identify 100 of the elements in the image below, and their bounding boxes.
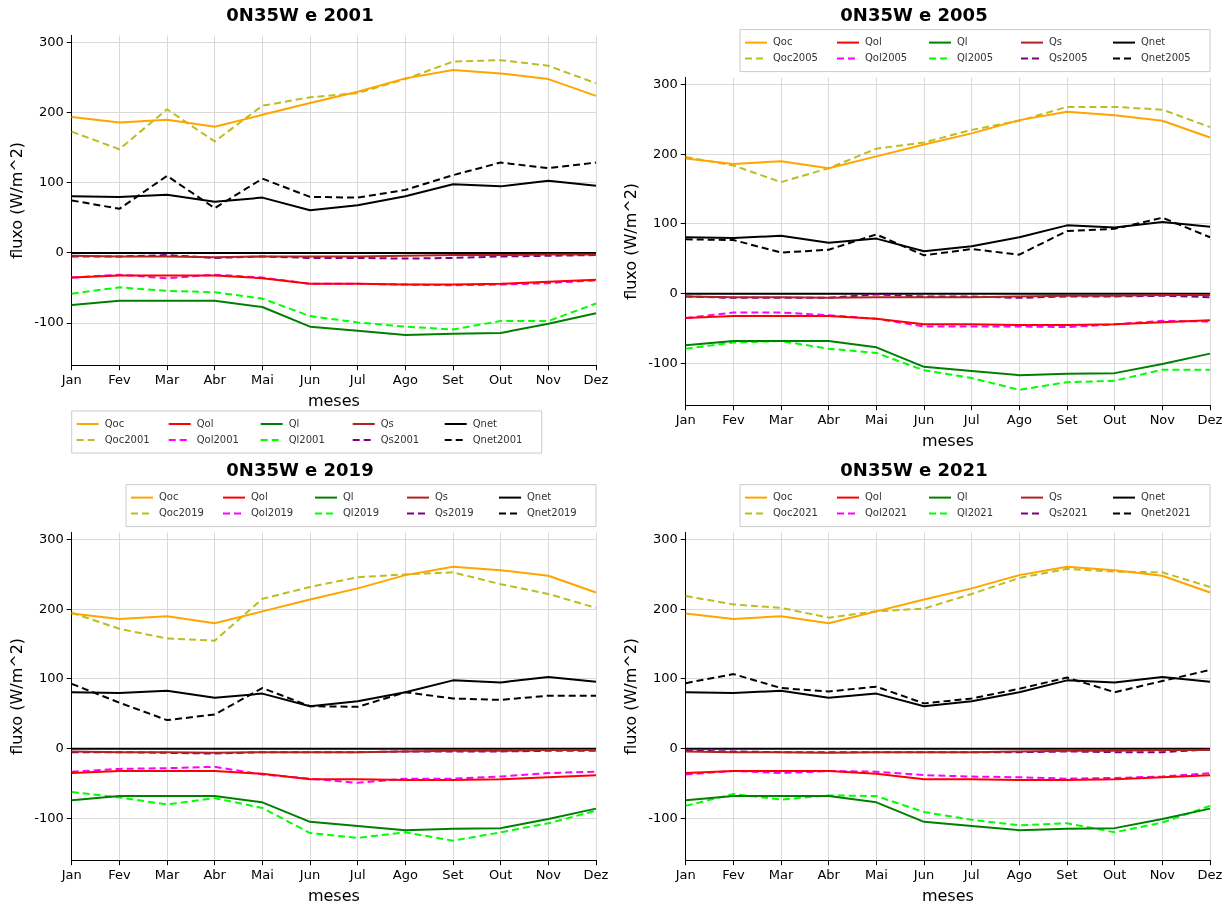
y-tick-label: 0	[669, 740, 678, 756]
x-tick-label: Jun	[912, 867, 935, 883]
x-tick-label: Jun	[298, 867, 321, 883]
x-tick-label: Mai	[250, 867, 274, 883]
legend-label: Qoc2021	[773, 507, 818, 519]
y-tick-label: 0	[55, 244, 64, 260]
legend-label: Ql	[343, 491, 354, 503]
y-tick-label: 100	[38, 174, 64, 190]
legend-label: Qol	[865, 36, 882, 48]
y-tick-label: 100	[652, 670, 678, 686]
legend-label: Ql	[288, 417, 300, 429]
y-tick-label: -100	[648, 354, 678, 370]
x-tick-label: Ago	[392, 372, 418, 388]
legend-label: Ql2019	[343, 507, 380, 519]
x-tick-label: Jan	[60, 867, 82, 883]
x-tick-label: Out	[1102, 412, 1127, 428]
y-tick-label: 200	[38, 600, 64, 616]
y-tick-label: 0	[55, 740, 64, 756]
x-tick-label: Jul	[962, 867, 980, 883]
legend-label: Ql	[957, 491, 968, 503]
legend-label: Ql2001	[288, 433, 325, 445]
x-tick-label: Ago	[392, 867, 418, 883]
legend-label: Qnet	[527, 491, 552, 503]
legend-label: Qs2021	[1049, 507, 1088, 519]
legend-label: Qol2001	[196, 433, 239, 445]
x-tick-label: Fev	[108, 372, 131, 388]
legend-label: Qs2019	[435, 507, 474, 519]
legend-label: Ql2005	[957, 52, 994, 64]
x-tick-label: Jul	[348, 372, 366, 388]
legend-label: Qol2021	[865, 507, 908, 519]
y-tick-label: 300	[38, 530, 64, 546]
x-tick-label: Dez	[1197, 867, 1223, 883]
y-tick-label: -100	[648, 809, 678, 825]
legend-label: Qs	[380, 417, 394, 429]
legend-label: Qnet2001	[472, 433, 523, 445]
legend-label: Qol2019	[251, 507, 294, 519]
legend-label: Qs2001	[380, 433, 420, 445]
x-tick-label: Abr	[203, 867, 227, 883]
legend-label: Qol	[251, 491, 268, 503]
y-axis-title: fluxo (W/m^2)	[6, 141, 26, 259]
x-tick-label: Mar	[768, 412, 794, 428]
x-tick-label: Out	[1102, 867, 1127, 883]
y-tick-label: 300	[38, 33, 64, 49]
x-tick-label: Jun	[298, 372, 321, 388]
x-tick-label: Abr	[203, 372, 227, 388]
x-tick-label: Abr	[817, 867, 841, 883]
x-axis-title: meses	[921, 885, 974, 905]
x-tick-label: Dez	[583, 867, 609, 883]
line-series	[684, 105, 1211, 184]
x-tick-label: Nov	[1149, 412, 1176, 428]
line-series	[70, 571, 597, 642]
line-series	[70, 286, 597, 331]
x-axis-title: meses	[921, 430, 974, 450]
legend-label: Qs	[1049, 36, 1063, 48]
legend-label: Qnet	[1141, 36, 1166, 48]
x-tick-label: Nov	[535, 372, 562, 388]
x-tick-label: Out	[488, 372, 513, 388]
y-tick-label: 200	[652, 600, 678, 616]
legend-label: Qoc	[159, 491, 179, 503]
x-axis-title: meses	[307, 390, 360, 410]
x-tick-label: Dez	[1197, 412, 1223, 428]
legend-label: Qoc	[773, 36, 793, 48]
x-tick-label: Mar	[768, 867, 794, 883]
y-axis-title: fluxo (W/m^2)	[620, 182, 640, 300]
line-series	[70, 765, 597, 784]
x-tick-label: Mai	[864, 867, 888, 883]
x-tick-label: Set	[442, 867, 464, 883]
legend-label: Qnet2005	[1141, 52, 1191, 64]
legend-label: Qs	[435, 491, 449, 503]
chart-title: 0N35W e 2001	[226, 4, 374, 26]
x-tick-label: Jan	[60, 372, 82, 388]
x-tick-label: Ago	[1006, 867, 1032, 883]
x-tick-label: Jun	[912, 412, 935, 428]
legend-label: Qnet2019	[527, 507, 577, 519]
x-axis-title: meses	[307, 885, 360, 905]
legend-label: Qnet	[1141, 491, 1166, 503]
x-tick-label: Fev	[722, 412, 745, 428]
y-tick-label: -100	[34, 809, 64, 825]
legend-label: Qol2005	[865, 52, 908, 64]
y-tick-label: 0	[669, 285, 678, 301]
x-tick-label: Nov	[1149, 867, 1176, 883]
x-tick-label: Set	[1056, 867, 1078, 883]
x-tick-label: Abr	[817, 412, 841, 428]
x-tick-label: Fev	[108, 867, 131, 883]
y-tick-label: 100	[652, 215, 678, 231]
y-tick-label: 200	[38, 104, 64, 120]
y-axis-title: fluxo (W/m^2)	[620, 637, 640, 755]
x-tick-label: Mar	[154, 867, 180, 883]
line-series	[684, 340, 1211, 391]
legend-label: Ql2021	[957, 507, 994, 519]
y-tick-label: 300	[652, 530, 678, 546]
x-tick-label: Fev	[722, 867, 745, 883]
line-series	[70, 59, 597, 151]
legend-label: Qoc	[104, 417, 125, 429]
x-tick-label: Dez	[583, 372, 609, 388]
x-tick-label: Ago	[1006, 412, 1032, 428]
legend-label: Qoc	[773, 491, 793, 503]
x-tick-label: Jul	[962, 412, 980, 428]
legend-label: Qoc2001	[104, 433, 150, 445]
legend-label: Qs	[1049, 491, 1063, 503]
